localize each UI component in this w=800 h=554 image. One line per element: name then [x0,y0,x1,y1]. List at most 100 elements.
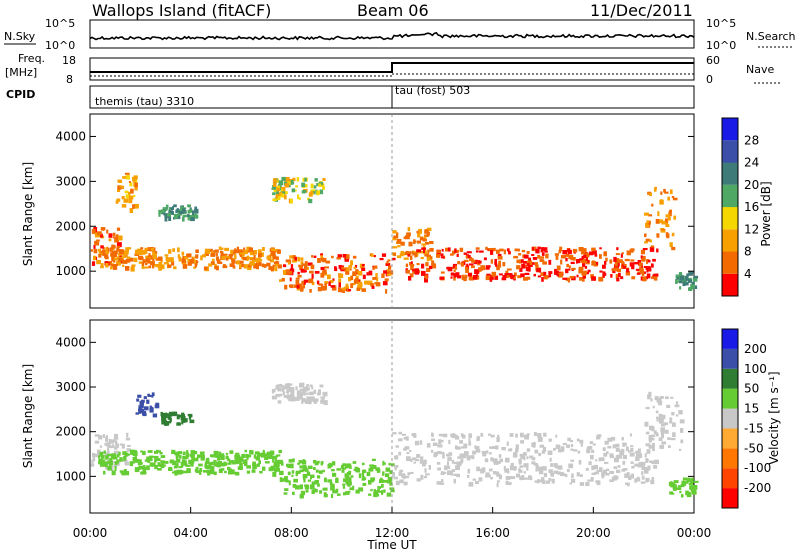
heatmap-cell [239,254,242,257]
heatmap-cell [278,264,282,269]
heatmap-cell [129,182,133,187]
heatmap-cell [265,461,270,464]
heatmap-cell [425,274,428,280]
heatmap-cell [187,213,190,217]
heatmap-cell [363,469,367,473]
heatmap-cell [135,469,139,473]
heatmap-cell [656,397,662,403]
heatmap-cell [113,464,118,468]
heatmap-cell [344,257,349,262]
heatmap-cell [642,276,647,282]
heatmap-cell [301,382,305,388]
heatmap-cell [103,450,106,454]
heatmap-cell [485,275,491,281]
heatmap-cell [250,251,254,256]
heatmap-cell [549,457,552,462]
nave-dotted-line [90,73,694,77]
heatmap-cell [667,196,670,201]
heatmap-cell [210,253,216,257]
heatmap-cell [414,458,420,462]
heatmap-cell [204,466,207,469]
heatmap-cell [301,460,307,465]
heatmap-cell [586,448,591,454]
heatmap-cell [504,457,510,463]
heatmap-cell [288,480,291,486]
heatmap-cell [332,472,337,477]
heatmap-cell [686,477,691,483]
heatmap-cell [498,273,503,276]
heatmap-cell [407,472,411,476]
heatmap-cell [223,253,228,256]
heatmap-cell [178,211,184,215]
heatmap-cell [141,408,145,412]
heatmap-cell [521,263,526,269]
heatmap-cell [484,458,489,463]
heatmap-cell [338,273,344,278]
heatmap-cell [142,450,146,456]
heatmap-cell [95,231,99,234]
heatmap-cell [673,215,676,220]
heatmap-cell [123,198,129,203]
heatmap-cell [227,466,231,471]
heatmap-cell [121,196,125,200]
heatmap-cell [426,267,431,272]
heatmap-cell [275,387,280,390]
heatmap-cell [522,261,527,264]
heatmap-cell [587,479,592,482]
heatmap-cell [691,281,695,285]
heatmap-cell [502,262,506,267]
heatmap-cell [468,433,472,438]
heatmap-cell [602,447,606,451]
heatmap-cell [506,275,510,279]
heatmap-cell [583,254,587,258]
heatmap-cell [280,188,283,192]
heatmap-cell [281,186,286,192]
heatmap-cell [646,273,651,279]
heatmap-cell [662,414,666,420]
heatmap-cell [620,276,624,280]
heatmap-cell [439,276,445,280]
heatmap-cell [436,462,441,465]
heatmap-cell [270,465,276,471]
heatmap-cell [585,481,590,487]
heatmap-cell [519,453,525,457]
heatmap-cell [190,450,196,455]
heatmap-cell [379,258,384,261]
heatmap-cell [469,276,475,281]
heatmap-cell [562,255,566,259]
heatmap-cell [668,445,671,449]
heatmap-cell [302,283,305,289]
heatmap-cell [528,475,532,480]
heatmap-cell [485,265,491,268]
heatmap-cell [270,251,276,256]
heatmap-cell [388,270,394,275]
heatmap-cell [570,459,575,462]
heatmap-cell [128,257,134,262]
heatmap-cell [303,279,309,283]
colorbar-tick-label: 12 [744,222,759,236]
heatmap-cell [610,436,616,441]
heatmap-cell [656,416,660,420]
heatmap-cell [651,460,656,465]
heatmap-cell [663,422,668,426]
heatmap-cell [679,286,682,290]
heatmap-cell [304,265,308,270]
heatmap-cell [639,270,643,273]
heatmap-cell [331,469,335,472]
heatmap-cell [300,261,304,265]
heatmap-cell [389,470,393,475]
heatmap-cell [112,247,115,250]
heatmap-cell [440,256,445,259]
heatmap-cell [359,283,363,288]
heatmap-cell [534,480,539,483]
heatmap-cell [240,459,244,462]
heatmap-cell [455,465,460,471]
heatmap-cell [136,398,140,402]
heatmap-cell [174,471,178,476]
colorbar-cell [722,140,738,163]
heatmap-cell [688,271,693,276]
heatmap-cell [523,254,529,259]
heatmap-cell [489,446,494,449]
heatmap-cell [371,458,376,461]
heatmap-cell [107,261,113,266]
